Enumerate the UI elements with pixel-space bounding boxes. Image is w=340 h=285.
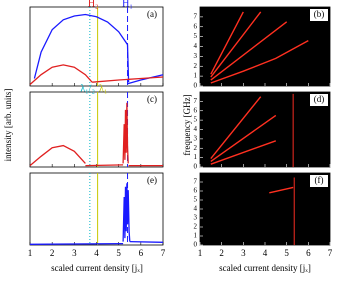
plot-area [199, 172, 331, 246]
x-tick-label: 1 [198, 248, 203, 258]
x-axis-label: scaled current density [jₓ] [219, 263, 311, 273]
y-tick-label: 4 [194, 42, 198, 50]
x-tick-label: 3 [72, 248, 77, 258]
x-tick-label: 5 [116, 248, 121, 258]
y-tick-label: 3 [194, 134, 198, 142]
series-line [129, 240, 164, 243]
y-tick-label: 3 [194, 52, 198, 60]
panel-label-box [310, 175, 328, 187]
y-tick-label: 6 [194, 106, 198, 114]
panel-label: (a) [147, 9, 157, 19]
y-tick-label: 2 [194, 223, 198, 231]
x-tick-label: 7 [328, 248, 333, 258]
panel-label-box [310, 94, 328, 106]
y-tick-label: 7 [194, 97, 198, 105]
series-line [210, 21, 288, 81]
y-tick-label: 7 [194, 12, 198, 20]
y-tick-label: 6 [194, 187, 198, 195]
series-line [210, 114, 277, 162]
panel-label-box [143, 94, 161, 106]
panel-label: (b) [314, 9, 325, 19]
plot-area [29, 172, 164, 246]
y-tick-label: 1 [194, 232, 198, 240]
y-tick-label: 4 [194, 125, 198, 133]
panel-label: (e) [147, 175, 157, 185]
x-tick-label: 4 [94, 248, 99, 258]
y-tick-label: 0 [194, 82, 198, 90]
x-axis-label: scaled current density [jₓ] [51, 263, 143, 273]
panel-label: (c) [147, 94, 157, 104]
y-axis-label: intensity [arb. units] [3, 89, 13, 162]
annotation: H₁ [122, 0, 133, 9]
x-tick-label: 5 [284, 248, 289, 258]
series-line [33, 13, 130, 83]
y-tick-label: 5 [194, 116, 198, 124]
panel-label-box [143, 175, 161, 187]
series-line [210, 11, 262, 78]
y-tick-label: 5 [194, 196, 198, 204]
series-line [122, 102, 129, 164]
series-line [127, 74, 164, 85]
x-tick-label: 4 [263, 248, 268, 258]
x-tick-label: 6 [139, 248, 144, 258]
plot-area [199, 6, 331, 87]
series-line [122, 183, 131, 242]
y-tick-label: 4 [194, 205, 198, 213]
panel-label-box [310, 9, 328, 21]
panel-label-box [143, 9, 161, 21]
annotation: λ₁ [99, 83, 107, 94]
x-tick-label: 7 [161, 248, 166, 258]
x-tick-label: 6 [306, 248, 311, 258]
series-line [29, 64, 93, 85]
plot-area [29, 91, 164, 168]
x-tick-label: 2 [219, 248, 224, 258]
y-axis-label: frequency [GHz] [182, 94, 192, 155]
y-tick-label: 3 [194, 214, 198, 222]
y-tick-label: 7 [194, 178, 198, 186]
series-line [29, 144, 86, 167]
annotation: λ₁/₂ [80, 83, 95, 94]
y-tick-label: 2 [194, 144, 198, 152]
y-tick-label: 6 [194, 22, 198, 30]
series-line [210, 96, 262, 160]
x-tick-label: 2 [50, 248, 55, 258]
series-line [210, 140, 277, 165]
panel-label: (d) [314, 94, 325, 104]
series-line [210, 11, 244, 75]
y-tick-label: 2 [194, 62, 198, 70]
series-line [85, 164, 124, 167]
x-tick-label: 3 [241, 248, 246, 258]
y-tick-label: 0 [194, 163, 198, 171]
x-tick-label: 1 [28, 248, 33, 258]
plot-area [29, 6, 164, 87]
series-line [210, 39, 309, 84]
y-tick-label: 1 [194, 153, 198, 161]
series-line [269, 186, 294, 194]
panel-label: (f) [315, 175, 324, 185]
y-tick-label: 5 [194, 32, 198, 40]
annotation: H₂ [88, 0, 99, 9]
series-line [92, 76, 164, 83]
y-tick-label: 0 [194, 241, 198, 249]
y-tick-label: 1 [194, 72, 198, 80]
series-line [29, 242, 124, 245]
